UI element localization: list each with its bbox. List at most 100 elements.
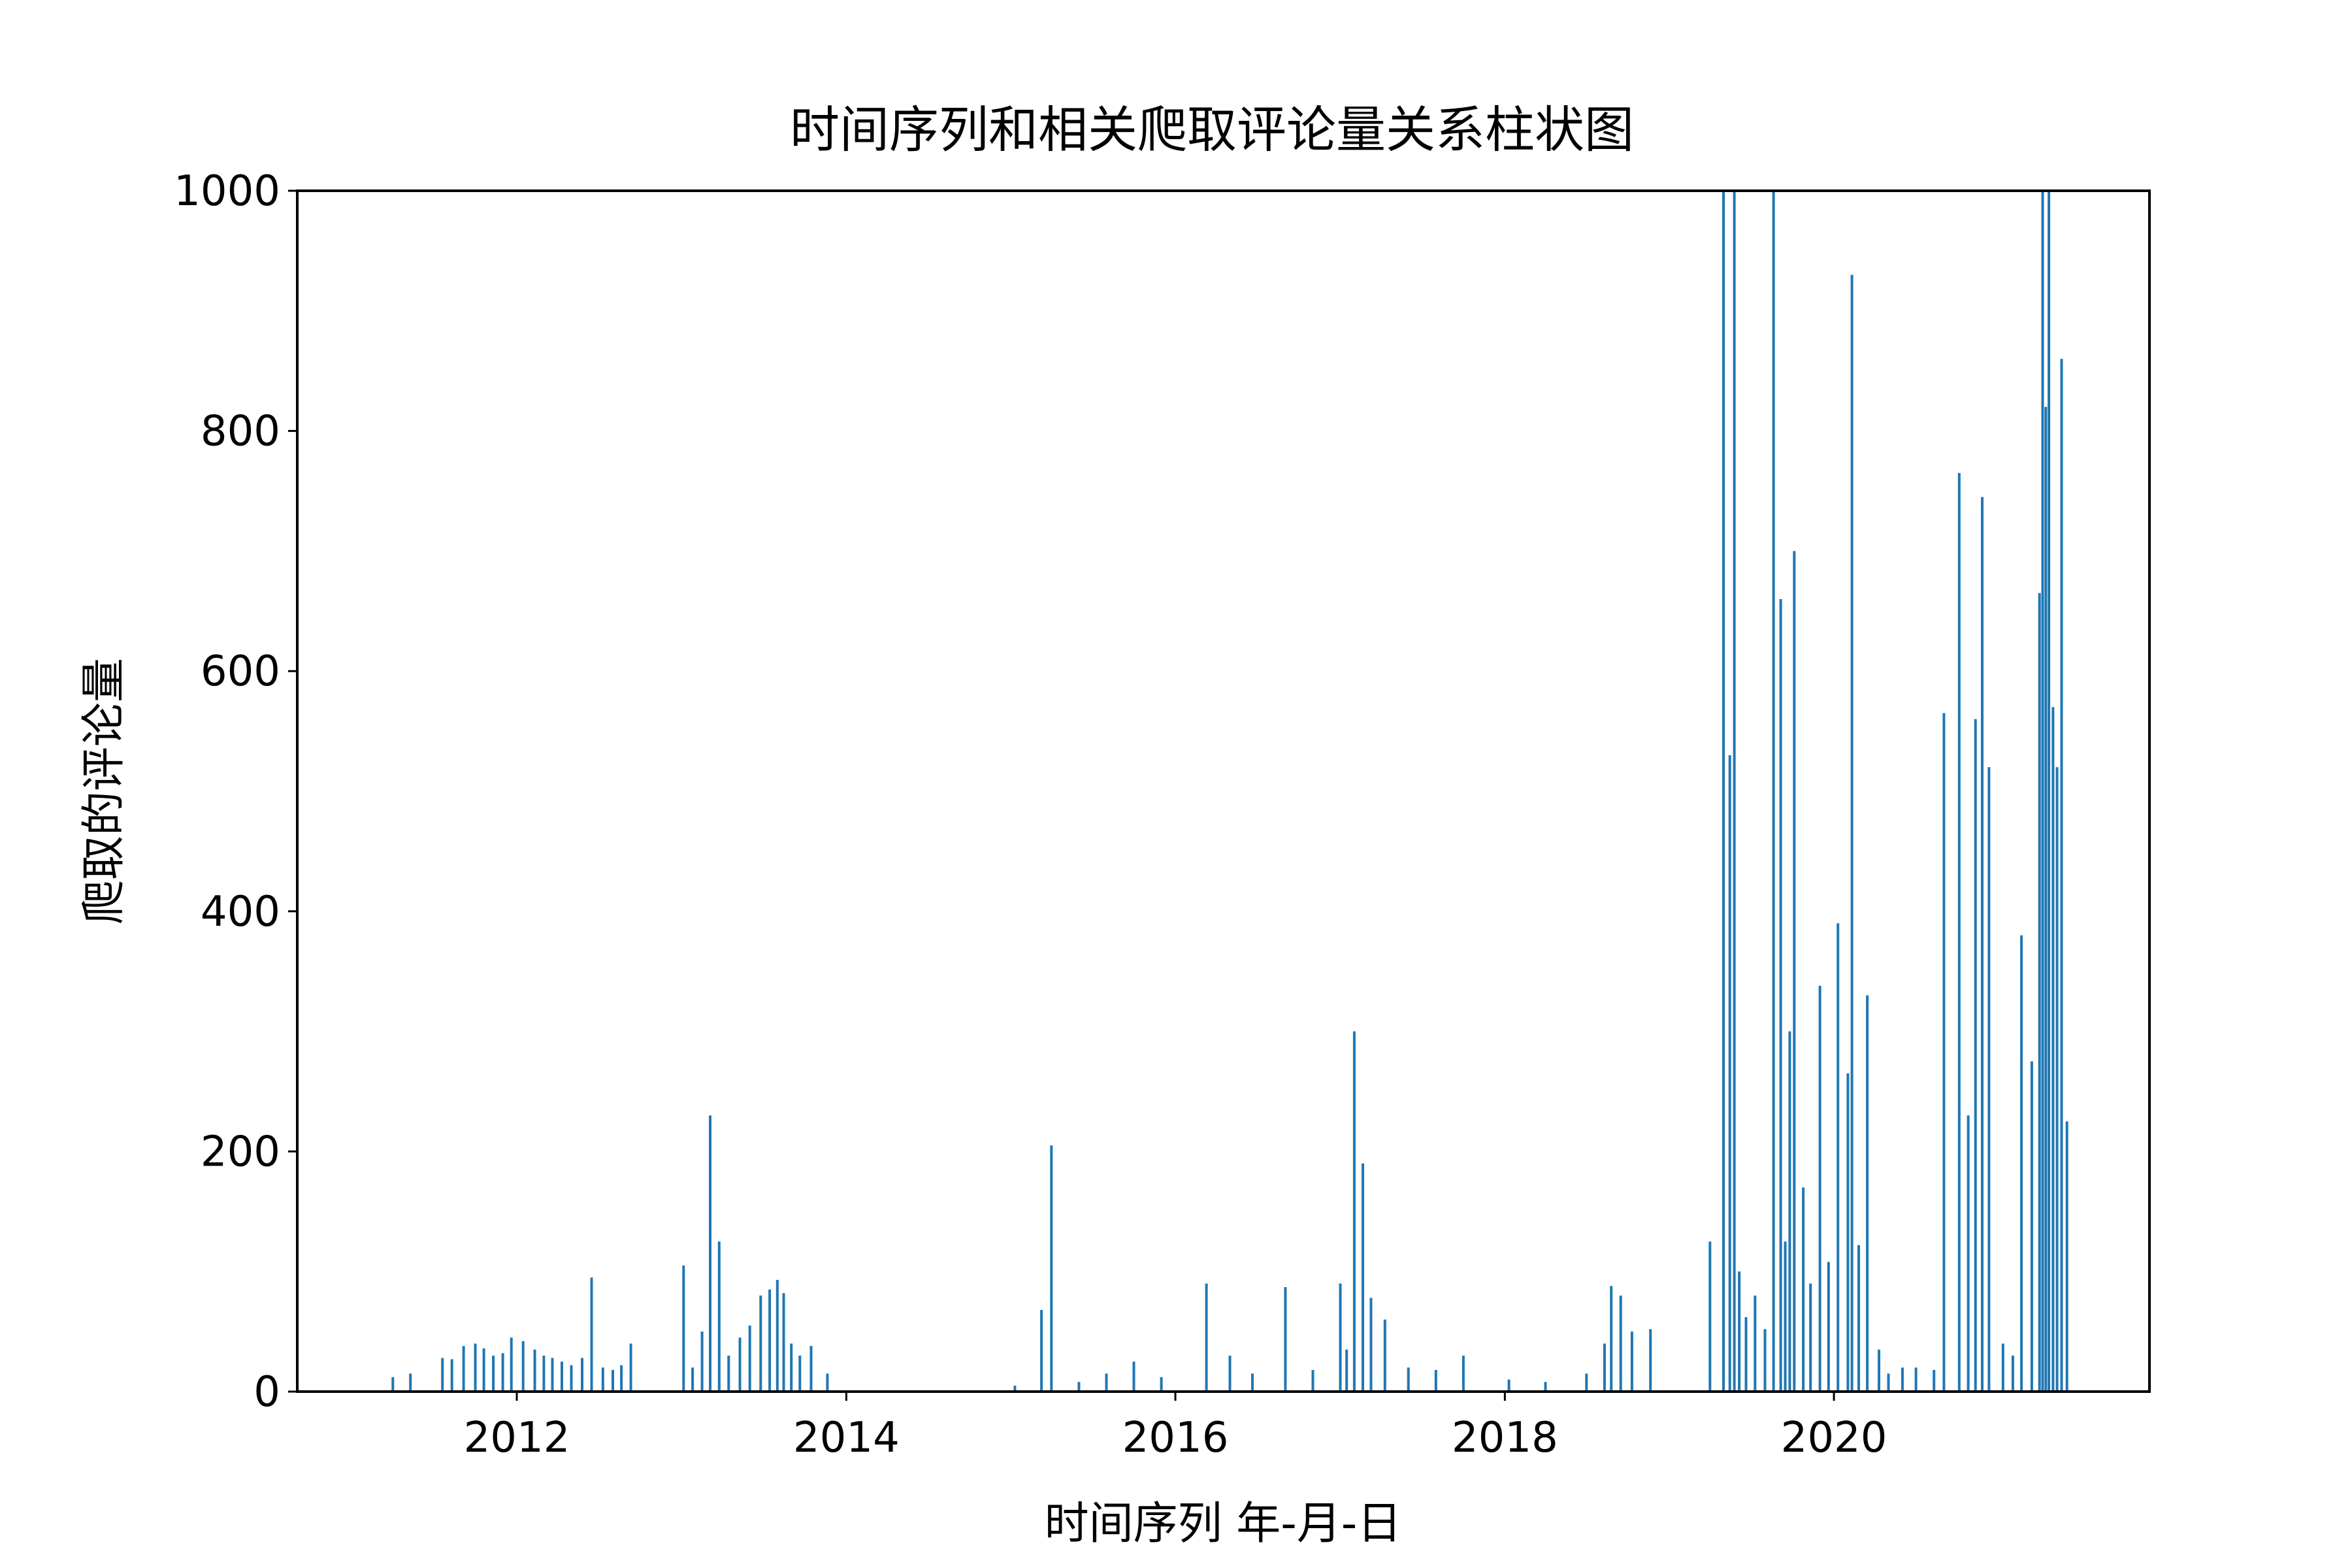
bar [570, 1365, 573, 1392]
bar [768, 1289, 772, 1392]
x-tick-label: 2014 [793, 1414, 900, 1462]
bar [601, 1367, 604, 1392]
bar [1738, 1271, 1741, 1392]
bar [2055, 767, 2059, 1392]
y-tick-label: 400 [201, 888, 280, 936]
y-tick-label: 800 [201, 408, 280, 456]
bar [501, 1353, 504, 1392]
bar [492, 1355, 495, 1392]
bar [782, 1293, 785, 1392]
bar [776, 1280, 779, 1392]
bar [1837, 923, 1840, 1392]
bar [1077, 1382, 1081, 1392]
x-tick-label: 2012 [464, 1414, 570, 1462]
bar [561, 1362, 563, 1392]
bar [1311, 1369, 1315, 1392]
bar [2011, 1355, 2014, 1392]
bar [2051, 707, 2055, 1392]
bar [1846, 1073, 1850, 1392]
bar [1933, 1369, 1936, 1392]
bar [1434, 1369, 1437, 1392]
x-tick-label: 2018 [1452, 1414, 1558, 1462]
bar [2030, 1061, 2033, 1392]
bar [1850, 274, 1854, 1392]
bar [533, 1349, 536, 1392]
bar [581, 1358, 583, 1392]
bar [2038, 593, 2041, 1392]
bar [1914, 1367, 1918, 1392]
bar [2041, 191, 2044, 1392]
y-tick-label: 1000 [174, 167, 280, 216]
bar [542, 1355, 546, 1392]
bar [1887, 1373, 1890, 1392]
bar [2060, 359, 2063, 1392]
bar [590, 1277, 593, 1392]
x-tick-label: 2020 [1781, 1414, 1887, 1462]
bar [1793, 551, 1796, 1392]
bar [1013, 1385, 1017, 1392]
bar [748, 1325, 751, 1392]
bar [691, 1367, 694, 1392]
bar [1649, 1329, 1652, 1392]
bar [759, 1296, 762, 1392]
bar [700, 1331, 704, 1392]
bar [1901, 1367, 1904, 1392]
bar [1827, 1262, 1830, 1392]
bar [2065, 1121, 2068, 1392]
bar [682, 1266, 685, 1392]
bar [450, 1359, 453, 1392]
bar [612, 1369, 614, 1392]
bar [1544, 1382, 1547, 1392]
bar [1369, 1298, 1373, 1392]
bar [2020, 935, 2023, 1392]
bar [826, 1373, 829, 1392]
bar [1957, 472, 1961, 1392]
bar [1585, 1373, 1588, 1392]
bar [462, 1346, 465, 1392]
bar [1763, 1329, 1767, 1392]
bar [1878, 1349, 1880, 1392]
bar [1610, 1286, 1613, 1392]
bar [2048, 191, 2051, 1392]
bar [1105, 1373, 1108, 1392]
bar [1981, 497, 1984, 1392]
bar [1284, 1287, 1287, 1392]
bar [738, 1337, 742, 1392]
y-tick-label: 200 [201, 1128, 280, 1176]
bar [1619, 1296, 1622, 1392]
bar [1407, 1367, 1410, 1392]
bar [1772, 191, 1775, 1392]
bar [1339, 1283, 1342, 1392]
bar [1345, 1349, 1348, 1392]
bar [1708, 1241, 1712, 1392]
y-axis-ticks: 0 200 400 600 800 1000 [174, 167, 297, 1416]
bars-group [391, 191, 2068, 1392]
bar [1352, 1031, 1356, 1392]
bar [629, 1343, 632, 1392]
bar [1722, 191, 1725, 1392]
bar [1809, 1283, 1812, 1392]
bar [1779, 598, 1782, 1392]
bar [620, 1365, 623, 1392]
bar [727, 1355, 730, 1392]
y-tick-label: 0 [253, 1368, 280, 1416]
bar [1362, 1163, 1364, 1392]
y-tick-label: 600 [201, 647, 280, 696]
bar [790, 1343, 793, 1392]
bar [1205, 1283, 1208, 1392]
bar [521, 1341, 525, 1392]
bar [2001, 1343, 2004, 1392]
bar [1507, 1379, 1511, 1392]
bar [1802, 1187, 1805, 1392]
x-axis-ticks: 2012 2014 2016 2018 2020 [464, 1392, 1887, 1462]
bar [1987, 767, 1991, 1392]
bar [1728, 755, 1731, 1392]
bar [1228, 1355, 1232, 1392]
bar [1603, 1343, 1606, 1392]
y-axis-label: 爬取的评论量 [78, 658, 130, 924]
bar [717, 1241, 721, 1392]
bar [482, 1348, 485, 1392]
bar [510, 1337, 513, 1392]
